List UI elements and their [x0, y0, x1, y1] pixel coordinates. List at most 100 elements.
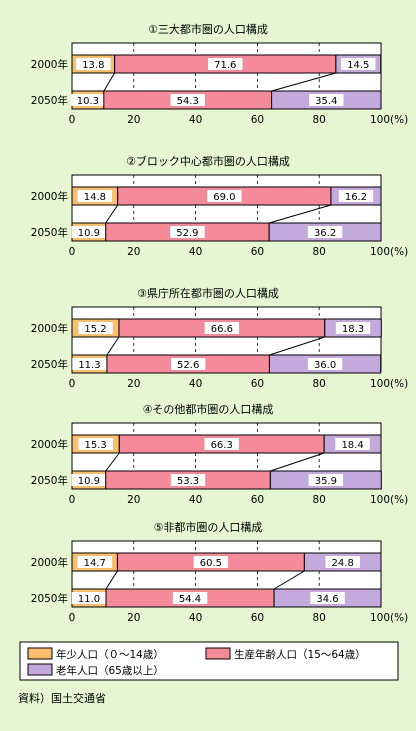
panel2-data-label: 69.0: [213, 192, 235, 203]
panel3-data-label-box: [307, 358, 343, 370]
panel2-connector-line: [105, 204, 119, 224]
panel2-data-label-box: [338, 190, 374, 202]
panel4-category-label: 2000年: [31, 438, 68, 451]
panel1-tick-label: 20: [127, 114, 140, 126]
legend-label-youth: 年少人口（０～14歳）: [56, 648, 164, 661]
panel2-category-label: 2050年: [31, 226, 68, 239]
panel2-data-label: 16.2: [345, 192, 367, 203]
panel3-tick-label: 60: [251, 378, 264, 390]
panel3-data-label-box: [335, 322, 371, 334]
panel1-connector-line: [271, 72, 337, 92]
panel2-data-label: 10.9: [78, 228, 100, 239]
panel1-tick-label: 80: [313, 114, 326, 126]
panel3-data-label: 36.0: [314, 360, 336, 371]
panel1-tick-label: 40: [189, 114, 202, 126]
panel1-data-label: 13.8: [82, 60, 104, 71]
panel3-tick-label: 40: [189, 378, 202, 390]
panel5-tick-label: 60: [251, 612, 264, 624]
panel4-data-label-box: [204, 438, 239, 450]
panel1-data-label-box: [309, 94, 344, 106]
panel1-title: ①三大都市圏の人口構成: [148, 22, 268, 36]
panel4-data-label: 10.9: [78, 476, 100, 487]
panel5-category-label: 2050年: [31, 592, 68, 605]
legend-label-elderly: 老年人口（65歳以上）: [56, 664, 164, 677]
panel3-tick-label: 20: [127, 378, 140, 390]
panel3-connector-line: [106, 336, 120, 356]
panel1-data-label: 35.4: [315, 96, 337, 107]
panel5-tick-label: 0: [69, 612, 76, 624]
panel5-data-label: 24.8: [332, 558, 354, 569]
panel5-tick-label: 20: [127, 612, 140, 624]
panel5-data-label-box: [77, 556, 112, 568]
panel5-data-label: 34.6: [316, 594, 338, 605]
panel4-data-label-box: [170, 474, 206, 486]
panel1-tick-label: 0: [69, 114, 76, 126]
panel4-data-label: 15.3: [85, 440, 107, 451]
panel2-data-label-box: [71, 226, 107, 238]
panel5-tick-label: 80: [313, 612, 326, 624]
source-note: 資料）国土交通省: [18, 692, 106, 705]
panel1-data-label: 14.5: [347, 60, 369, 71]
panel3-data-label-box: [72, 358, 107, 370]
panel1-connector-line: [103, 72, 116, 92]
panel5-connector-line: [273, 570, 305, 590]
panel1-data-label-box: [170, 94, 205, 106]
panel1-data-label: 54.3: [177, 96, 199, 107]
panel4-data-label-box: [71, 474, 107, 486]
legend-label-working: 生産年齢人口（15～64歳）: [234, 648, 366, 661]
panel5-title: ⑤非都市圏の人口構成: [154, 520, 263, 534]
panel1-category-label: 2000年: [31, 58, 68, 71]
panel2-connector-line: [269, 204, 332, 224]
panel3-data-label: 15.2: [84, 324, 106, 335]
panel4-category-label: 2050年: [31, 474, 68, 487]
panel3-data-label: 11.3: [78, 360, 100, 371]
panel4-data-label: 66.3: [211, 440, 233, 451]
panel2-category-label: 2000年: [31, 190, 68, 203]
panel3-tick-label: 80: [313, 378, 326, 390]
panel5-data-label-box: [71, 592, 107, 604]
panel3-title: ③県庁所在都市圏の人口構成: [137, 286, 279, 300]
panel2-tick-label: 40: [189, 246, 202, 258]
panel4-connector-line: [105, 452, 120, 472]
panel4-tick-label: 100(%): [370, 494, 408, 506]
panel5-data-label: 11.0: [78, 594, 100, 605]
panel5-data-label: 54.4: [179, 594, 201, 605]
panel4-data-label: 35.9: [315, 476, 337, 487]
panel4-data-label-box: [335, 438, 370, 450]
panel2-data-label: 14.8: [84, 192, 106, 203]
panel3-data-label: 52.6: [177, 360, 199, 371]
panel5-connector-line: [105, 570, 118, 590]
panel2-data-label: 52.9: [176, 228, 198, 239]
panel4-title: ④その他都市圏の人口構成: [143, 402, 274, 416]
panel4-tick-label: 40: [189, 494, 202, 506]
panel3-tick-label: 0: [69, 378, 76, 390]
panel5-data-label-box: [325, 556, 360, 568]
panel2-tick-label: 20: [127, 246, 140, 258]
legend-swatch-working: [205, 647, 231, 660]
panel3-category-label: 2000年: [31, 322, 68, 335]
panel4-data-label: 18.4: [341, 440, 363, 451]
panel5-data-label: 14.7: [84, 558, 106, 569]
panel4-data-label-box: [308, 474, 344, 486]
panel1-data-label-box: [76, 58, 111, 70]
panel1-data-label-box: [341, 58, 376, 70]
panel3-tick-label: 100(%): [370, 378, 408, 390]
panel5-tick-label: 100(%): [370, 612, 408, 624]
panel4-tick-label: 0: [69, 494, 76, 506]
panel5-data-label: 60.5: [200, 558, 222, 569]
panel3-data-label: 18.3: [342, 324, 364, 335]
panel3-data-label: 66.6: [211, 324, 233, 335]
panel4-tick-label: 80: [313, 494, 326, 506]
panel2-data-label: 36.2: [314, 228, 336, 239]
panel3-data-label-box: [170, 358, 206, 370]
panel5-category-label: 2000年: [31, 556, 68, 569]
panel3-data-label-box: [204, 322, 240, 334]
panel2-data-label-box: [77, 190, 113, 202]
panel5-tick-label: 40: [189, 612, 202, 624]
panel5-data-label-box: [193, 556, 229, 568]
panel2-data-label-box: [307, 226, 343, 238]
panel2-data-label-box: [170, 226, 205, 238]
panel1-data-label: 71.6: [214, 60, 236, 71]
